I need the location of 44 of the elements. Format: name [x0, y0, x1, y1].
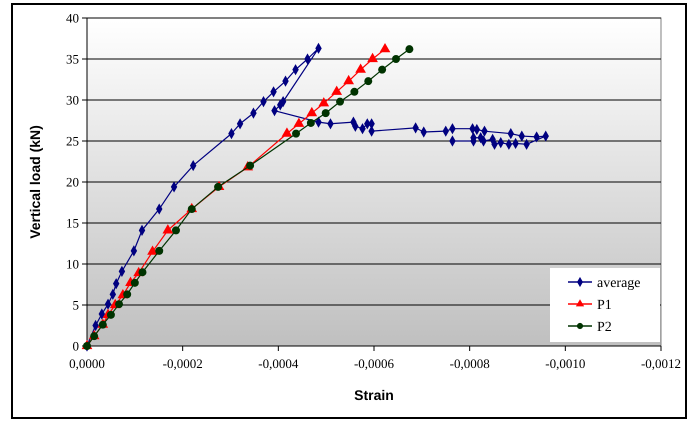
x-tick-label: -0,0008 [450, 356, 490, 371]
point [294, 118, 304, 127]
x-tick-label: -0,0002 [162, 356, 203, 371]
y-tick-label: 5 [72, 298, 79, 312]
y-tick-label: 20 [66, 174, 79, 190]
y-tick-label: 35 [66, 52, 79, 66]
point [336, 98, 344, 106]
legend-label: average [597, 276, 641, 291]
point [292, 130, 300, 138]
point [147, 245, 158, 255]
y-tick-label: 0 [72, 338, 79, 354]
y-tick-label: 30 [66, 92, 79, 108]
x-tick-label: -0,0012 [640, 356, 682, 371]
point [306, 118, 315, 127]
x-tick-label: 0,0000 [69, 356, 105, 371]
point [106, 310, 115, 319]
point [123, 290, 132, 298]
legend-label: P2 [597, 320, 612, 335]
point [392, 55, 400, 63]
point [155, 246, 164, 255]
y-tick-label: 10 [66, 256, 79, 272]
point [138, 268, 146, 276]
point [115, 300, 124, 308]
x-tick-label: -0,0004 [258, 356, 299, 371]
point [98, 320, 107, 329]
legend-label: P1 [597, 298, 612, 313]
y-tick-label: 40 [66, 10, 79, 26]
point [162, 224, 174, 234]
point [405, 45, 414, 54]
point [378, 66, 386, 74]
point [90, 332, 98, 340]
point [172, 226, 180, 234]
y-axis-title: Vertical load (kN) [27, 125, 43, 239]
y-tick-label: 15 [66, 216, 79, 230]
point [246, 162, 254, 170]
x-tick-label: -0,0006 [354, 356, 395, 371]
x-axis-title: Strain [354, 387, 394, 403]
x-tick-label: -0,0010 [545, 356, 586, 371]
point [364, 77, 372, 86]
point [322, 109, 330, 118]
point [350, 88, 358, 96]
y-tick-label: 25 [66, 134, 79, 148]
point [188, 205, 196, 214]
point [130, 278, 139, 287]
